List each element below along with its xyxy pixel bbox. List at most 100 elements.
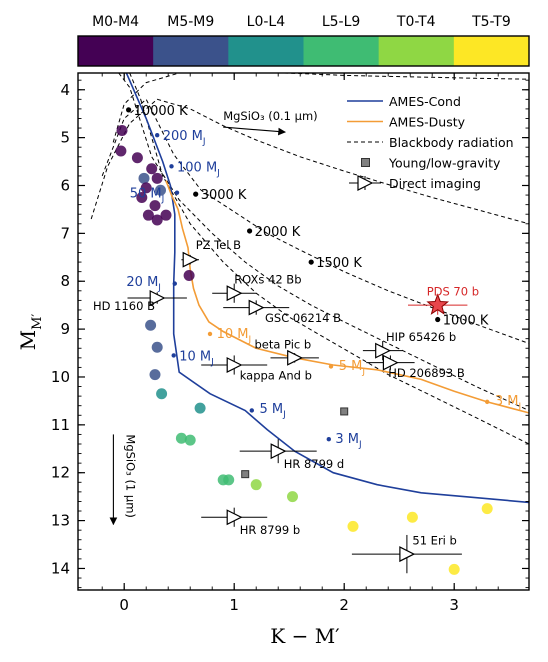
y-tick-label: 10 (51, 368, 70, 386)
legend: AMES-Cond AMES-Dusty Blackbody radiation Yo… (347, 94, 514, 191)
field-dwarf-point (223, 474, 235, 486)
annotation-label: MgSiO₃ (0.1 μm) (223, 109, 317, 123)
direct-imaging-label: beta Pic b (254, 337, 311, 351)
field-dwarf-point (160, 209, 172, 221)
field-dwarf-point (131, 152, 143, 164)
colorbar-segment (303, 36, 380, 66)
dusty-mass-label-dot (485, 399, 490, 405)
ames-dusty-line (165, 180, 529, 414)
colorbar-segment (453, 36, 530, 66)
cond-mass-label: 5 MJ (260, 402, 286, 420)
cond-mass-label-dot (326, 437, 331, 442)
field-dwarf-point (151, 341, 163, 353)
temperature-dot (126, 107, 132, 113)
annotation-arrow (223, 126, 286, 136)
field-dwarf-point (140, 182, 152, 194)
colorbar-label: M0-M4 (92, 14, 139, 30)
dusty-mass-label-dot (207, 331, 213, 337)
field-dwarf-point (406, 511, 418, 523)
temperature-dot (308, 259, 314, 265)
cond-mass-label-dot (249, 408, 254, 413)
ames-cond-track (125, 73, 529, 504)
legend-label: Young/low-gravity (388, 156, 501, 171)
field-dwarf-point (183, 269, 195, 281)
y-tick-label: 12 (51, 464, 70, 482)
plot-frame (77, 72, 530, 591)
pds70b-label: PDS 70 b (427, 285, 479, 299)
field-dwarf-point (156, 388, 168, 400)
dusty-mass-label: 3 MJ (495, 394, 521, 412)
field-dwarf-point (287, 491, 298, 503)
legend-label: Direct imaging (389, 176, 481, 191)
colorbar-segment (153, 36, 229, 66)
cond-mass-label: 20 MJ (126, 275, 161, 293)
direct-imaging-label: 51 Eri b (412, 534, 456, 548)
blackbody-curve (101, 98, 529, 344)
cond-mass-label: 50 MJ (130, 187, 165, 205)
cond-mass-label-dot (172, 281, 177, 286)
colorbar-label: L0-L4 (247, 14, 286, 30)
field-dwarf-point (116, 124, 128, 136)
dusty-mass-label: 5 MJ (339, 359, 365, 377)
direct-imaging-marker (149, 290, 166, 306)
y-tick-label: 7 (60, 224, 70, 242)
colorbar: M0-M4 M5-M9 L0-L4 L5-L9 T0-T4 T5-T9 (77, 14, 530, 67)
cond-mass-label: 200 MJ (163, 129, 206, 147)
direct-imaging-label: HR 8799 d (284, 457, 345, 471)
ames-dusty-track (165, 180, 529, 414)
field-dwarf-point (138, 172, 150, 184)
temperature-dot (435, 316, 441, 323)
legend-label: AMES-Dusty (389, 115, 466, 130)
temperature-dot (247, 228, 253, 234)
field-dwarf-point (136, 191, 148, 203)
x-tick-label: 2 (339, 596, 349, 614)
field-dwarf-point (481, 503, 493, 515)
temperature-label: 2000 K (255, 225, 301, 240)
y-tick-label: 11 (51, 416, 70, 434)
cond-mass-label: 3 MJ (335, 432, 361, 450)
direct-imaging-marker (375, 342, 392, 359)
pds70b-point (408, 293, 468, 315)
cond-mass-label: 10 MJ (179, 349, 214, 367)
direct-imaging-points (127, 251, 462, 574)
plot-area: PZ Tel B ROXs 42 Bb HD 1160 B GSC 06214 B be… (51, 72, 530, 614)
dusty-mass-label-dot (328, 364, 334, 369)
field-dwarf-point (448, 563, 460, 575)
field-dwarf-point (175, 432, 187, 444)
cond-mass-label-dot (169, 164, 174, 169)
y-axis-label-main: M (16, 330, 40, 350)
young-low-gravity-point (241, 470, 250, 479)
direct-imaging-marker (182, 251, 199, 268)
direct-imaging-marker (248, 299, 265, 316)
y-tick-label: 4 (60, 81, 70, 99)
direct-imaging-label: HR 8799 b (240, 523, 301, 537)
young-low-gravity-points (241, 407, 349, 479)
legend-swatch (357, 175, 374, 191)
legend-label: Blackbody radiation (389, 135, 514, 150)
x-tick-label: 0 (119, 596, 129, 614)
colorbar-label: M5-M9 (167, 14, 214, 30)
field-dwarf-point (149, 369, 161, 381)
x-tick-label: 1 (229, 596, 239, 614)
direct-imaging-label: ROXs 42 Bb (234, 273, 301, 287)
y-tick-label: 14 (51, 559, 70, 577)
legend-label: AMES-Cond (389, 94, 461, 109)
temperature-label: 3000 K (201, 188, 247, 203)
direct-imaging-marker (399, 546, 416, 563)
cond-mass-label: 100 MJ (177, 160, 220, 178)
colorbar-label: T0-T4 (396, 14, 436, 30)
y-tick-label: 8 (60, 272, 70, 290)
svg-text:MM′: MM′ (16, 314, 45, 351)
direct-imaging-label: HIP 65426 b (386, 330, 456, 344)
direct-imaging-marker (382, 354, 399, 371)
direct-imaging-label: HD 206893 B (388, 366, 465, 380)
direct-imaging-marker (226, 509, 243, 526)
ames-cond-line (125, 73, 529, 504)
direct-imaging-label: kappa And b (240, 368, 312, 382)
blackbody-curves (90, 73, 529, 445)
y-tick-label: 9 (60, 320, 70, 338)
annotation-label: MgSiO₃ (1 μm) (123, 434, 137, 517)
field-dwarf-point (184, 434, 196, 446)
direct-imaging-label: GSC 06214 B (265, 311, 341, 325)
y-tick-label: 6 (60, 176, 70, 194)
